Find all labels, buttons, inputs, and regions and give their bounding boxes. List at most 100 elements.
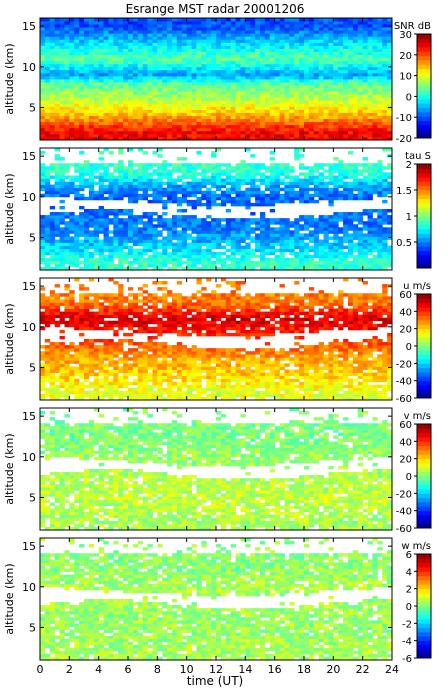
heatmap-cell: [44, 27, 51, 31]
heatmap-cell: [284, 236, 290, 240]
heatmap-cell: [211, 196, 217, 201]
heatmap-cell: [157, 39, 163, 43]
heatmap-cell: [211, 169, 217, 173]
heatmap-cell: [294, 106, 300, 110]
heatmap-cell: [225, 187, 232, 192]
heatmap-cell: [64, 109, 70, 113]
heatmap-cell: [64, 82, 70, 86]
heatmap-cell: [201, 202, 207, 207]
heatmap-cell: [328, 127, 334, 132]
heatmap-cell: [152, 230, 158, 234]
heatmap-cell: [279, 72, 285, 77]
heatmap-cell: [181, 18, 188, 22]
heatmap-cell: [225, 124, 232, 129]
heatmap-cell: [357, 75, 364, 80]
heatmap-cell: [152, 85, 158, 89]
heatmap-cell: [362, 121, 368, 126]
heatmap-cell: [240, 248, 246, 253]
heatmap-cell: [196, 36, 202, 40]
heatmap-cell: [377, 82, 383, 86]
heatmap-cell: [186, 88, 192, 92]
heatmap-cell: [69, 82, 75, 86]
heatmap-cell: [132, 130, 139, 135]
heatmap-cell: [54, 133, 60, 138]
heatmap-cell: [172, 24, 178, 28]
heatmap-cell: [372, 39, 378, 43]
heatmap-cell: [343, 257, 349, 262]
heatmap-cell: [157, 66, 163, 71]
heatmap-cell: [191, 51, 197, 55]
heatmap-cell: [220, 100, 227, 104]
heatmap-cell: [191, 39, 197, 43]
heatmap-cell: [338, 175, 344, 179]
heatmap-cell: [176, 166, 183, 170]
heatmap-cell: [93, 196, 100, 201]
heatmap-cell: [260, 79, 266, 83]
heatmap-cell: [230, 266, 236, 271]
heatmap-cell: [142, 190, 148, 195]
heatmap-cell: [152, 181, 158, 185]
heatmap-cell: [269, 245, 276, 250]
heatmap-cell: [206, 72, 212, 77]
heatmap-cell: [357, 112, 364, 116]
heatmap-cell: [40, 69, 46, 74]
heatmap-cell: [147, 75, 153, 80]
heatmap-cell: [191, 66, 197, 71]
heatmap-cell: [167, 124, 173, 129]
heatmap-cell: [181, 181, 188, 185]
heatmap-cell: [338, 178, 344, 182]
heatmap-cell: [147, 215, 153, 219]
heatmap-cell: [79, 106, 85, 110]
heatmap-cell: [279, 172, 285, 176]
heatmap-cell: [260, 133, 266, 138]
heatmap-cell: [113, 230, 119, 234]
heatmap-cell: [294, 221, 300, 225]
heatmap-cell: [304, 30, 310, 34]
heatmap-cell: [59, 39, 65, 43]
heatmap-cell: [172, 178, 178, 182]
heatmap-cell: [328, 106, 334, 110]
heatmap-cell: [98, 239, 104, 243]
heatmap-cell: [260, 106, 266, 110]
heatmap-cell: [250, 30, 256, 34]
heatmap-cell: [289, 18, 295, 22]
heatmap-cell: [230, 245, 236, 250]
heatmap-cell: [201, 88, 207, 92]
heatmap-cell: [216, 63, 222, 68]
heatmap-cell: [69, 127, 75, 132]
heatmap-cell: [299, 24, 305, 28]
heatmap-cell: [157, 172, 163, 176]
heatmap-cell: [225, 169, 232, 173]
heatmap-cell: [357, 66, 364, 71]
heatmap-cell: [40, 251, 46, 256]
heatmap-cell: [274, 30, 280, 34]
heatmap-cell: [304, 115, 310, 120]
heatmap-cell: [225, 248, 232, 253]
heatmap-cell: [377, 215, 383, 219]
heatmap-cell: [152, 190, 158, 195]
heatmap-cell: [40, 30, 46, 34]
heatmap-cell: [176, 169, 183, 173]
heatmap-cell: [250, 54, 256, 59]
heatmap-cell: [176, 242, 183, 246]
heatmap-cell: [225, 239, 232, 243]
heatmap-cell: [260, 130, 266, 135]
heatmap-cell: [132, 233, 139, 237]
heatmap-cell: [348, 251, 354, 256]
heatmap-cell: [362, 163, 368, 167]
heatmap-cell: [157, 230, 163, 234]
heatmap-cell: [181, 184, 188, 189]
heatmap-cell: [235, 181, 241, 185]
heatmap-cell: [230, 24, 236, 28]
heatmap-cell: [162, 69, 168, 74]
heatmap-cell: [255, 97, 261, 101]
heatmap-cell: [123, 218, 129, 222]
colorbar-swatch: [417, 60, 431, 65]
heatmap-cell: [348, 72, 354, 77]
heatmap-cell: [362, 66, 368, 71]
heatmap-cell: [69, 136, 75, 141]
heatmap-cell: [382, 54, 388, 59]
heatmap-cell: [235, 100, 241, 104]
heatmap-cell: [387, 115, 393, 120]
heatmap-cell: [333, 45, 339, 49]
